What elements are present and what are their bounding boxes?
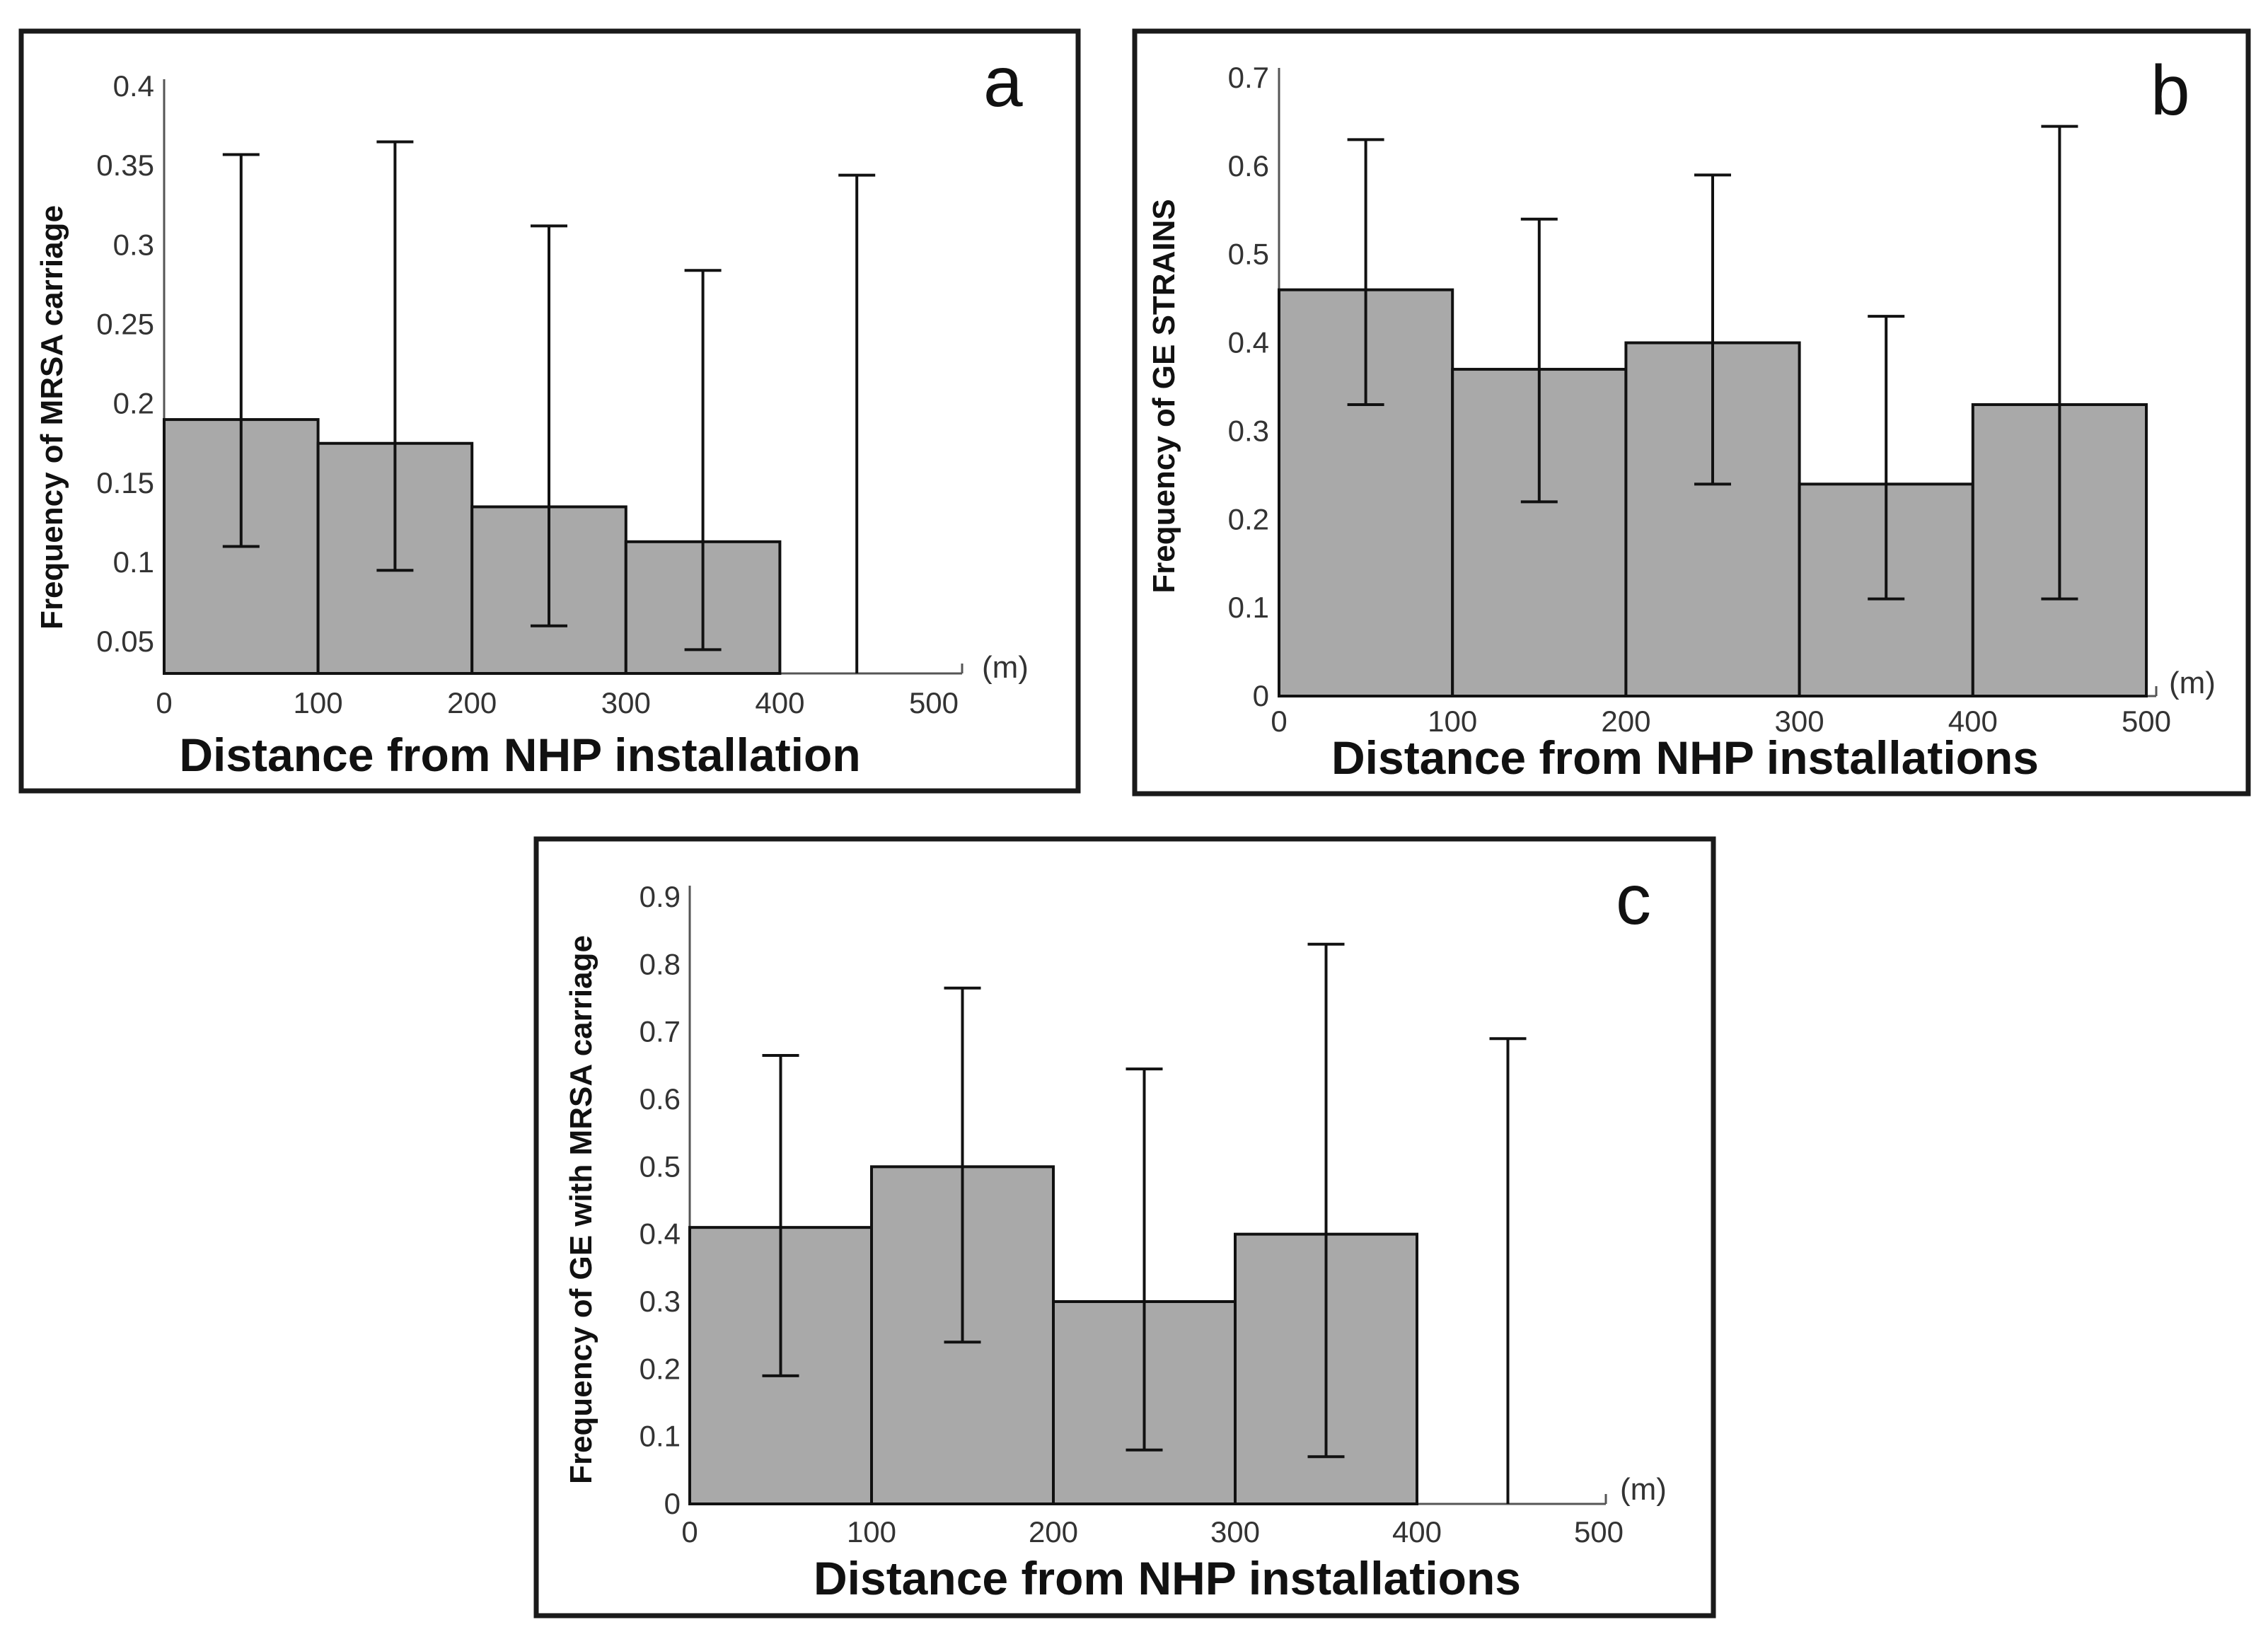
panel-a-error-bar-100-200 [376,140,414,572]
panel-a-label: a [983,42,1023,122]
panel-b-error-bar-200-300 [1694,173,1731,486]
panel-a-y-tick-label: 0.4 [113,69,154,103]
panel-c-error-bar-200-300 [1126,1067,1163,1452]
panel-b-x-tick-label: 300 [1775,705,1824,738]
panel-b-y-tick-label: 0.3 [1228,414,1269,447]
panel-b-x-unit: (m) [2169,666,2216,700]
panel-c-label: c [1616,860,1651,939]
panel-b-x-tick-label: 400 [1948,705,1998,738]
panel-a-y-tick-label: 0.35 [96,149,154,182]
panel-c: c Frequency of GE with MRSA carriage Dis… [533,836,1716,1619]
panel-a-error-bar-200-300 [531,224,567,627]
panel-c-x-tick-label: 200 [1029,1515,1078,1548]
panel-c-x-unit: (m) [1620,1472,1667,1507]
panel-a-y-tick-label: 0.3 [113,228,154,261]
panel-a-y-tick-label: 0.1 [113,545,154,579]
panel-a-x-tick-label: 400 [755,686,804,719]
panel-a-y-tick-label: 0.15 [96,466,154,499]
panel-c-y-tick-label: 0.4 [640,1217,681,1251]
panel-b-label: b [2151,51,2190,130]
panel-b: b Frequency of GE STRAINS Distance from … [1132,28,2251,797]
panel-c-error-bars [762,942,1527,1504]
panel-b-x-tick-label: 200 [1601,705,1650,738]
panel-b-x-ticks: 0 100 200 300 400 500 [1271,705,2171,738]
panel-c-error-bar-300-400 [1307,942,1345,1459]
panel-b-y-tick-label: 0.4 [1228,326,1269,359]
panel-b-x-tick-label: 0 [1271,705,1287,738]
panel-a-error-bars [222,140,876,673]
panel-a-x-tick-label: 100 [294,686,343,719]
panel-c-error-bar-400-500 [1489,1037,1527,1504]
panel-c-x-tick-label: 300 [1210,1515,1260,1548]
panel-c-x-axis-label: Distance from NHP installations [814,1552,1521,1604]
panel-a-x-tick-label: 300 [601,686,651,719]
panel-b-error-bar-100-200 [1520,217,1558,504]
panel-c-x-ticks: 0 100 200 300 400 500 [681,1515,1624,1548]
panel-a-y-tick-label: 0.2 [113,387,154,420]
panel-a-x-tick-label: 500 [909,686,959,719]
panel-c-y-tick-label: 0.9 [640,880,681,913]
panel-b-bars [1278,288,2148,697]
panel-a-y-axis-label: Frequency of MRSA carriage [35,205,69,630]
panel-b-y-tick-label: 0 [1253,679,1269,712]
panel-b-y-tick-label: 0.6 [1228,149,1269,183]
panel-a-x-unit: (m) [982,650,1029,685]
panel-c-y-tick-label: 0.8 [640,947,681,980]
panel-a-error-bar-0-100 [222,153,260,548]
panel-c-y-tick-label: 0.5 [640,1150,681,1183]
panel-b-x-tick-label: 100 [1428,705,1477,738]
panel-c-error-bar-0-100 [762,1054,799,1377]
panel-b-error-bar-400-500 [2041,125,2078,601]
panel-a-x-tick-label: 0 [156,686,172,719]
panel-c-y-tick-label: 0.3 [640,1285,681,1318]
panel-c-y-tick-label: 0.2 [640,1352,681,1385]
panel-a-y-tick-label: 0.25 [96,307,154,340]
panel-a-error-bar-400-500 [838,173,876,673]
panel-c-y-tick-label: 0.1 [640,1420,681,1453]
panel-b-y-tick-label: 0.7 [1228,61,1269,94]
panel-b-x-axis-label: Distance from NHP installations [1331,731,2039,784]
panel-b-y-tick-label: 0.2 [1228,502,1269,535]
panel-c-y-ticks: 0 0.1 0.2 0.3 0.4 0.5 0.6 0.7 0.8 0.9 [640,880,681,1520]
panel-b-y-tick-label: 0.5 [1228,238,1269,271]
panel-b-y-ticks: 0 0.1 0.2 0.3 0.4 0.5 0.6 0.7 [1228,61,1269,712]
panel-c-x-tick-label: 100 [847,1515,896,1548]
panel-c-y-axis-label: Frequency of GE with MRSA carriage [564,935,598,1484]
panel-a: a Frequency of MRSA carriage Distance fr… [18,28,1081,794]
panel-b-y-tick-label: 0.1 [1228,591,1269,624]
panel-a-y-tick-label: 0.05 [96,625,154,658]
panel-c-x-tick-label: 0 [681,1515,698,1548]
panel-c-x-tick-label: 400 [1392,1515,1442,1548]
panel-b-error-bar-0-100 [1347,138,1384,406]
panel-a-y-ticks: 0.05 0.1 0.15 0.2 0.25 0.3 0.35 0.4 [96,69,154,658]
panel-b-x-tick-label: 500 [2122,705,2171,738]
panel-c-error-bar-100-200 [944,986,981,1344]
panel-a-x-ticks: 0 100 200 300 400 500 [156,686,959,719]
panel-a-x-tick-label: 200 [447,686,497,719]
panel-a-error-bar-300-400 [684,269,722,652]
panel-b-error-bar-300-400 [1868,315,1905,601]
panel-c-y-tick-label: 0 [664,1487,681,1520]
panel-c-y-tick-label: 0.7 [640,1015,681,1048]
panel-b-error-bars [1347,125,2078,601]
panel-b-y-axis-label: Frequency of GE STRAINS [1147,199,1181,593]
panel-c-y-tick-label: 0.6 [640,1082,681,1116]
panel-a-x-axis-label: Distance from NHP installation [179,729,860,781]
panel-c-x-tick-label: 500 [1574,1515,1624,1548]
